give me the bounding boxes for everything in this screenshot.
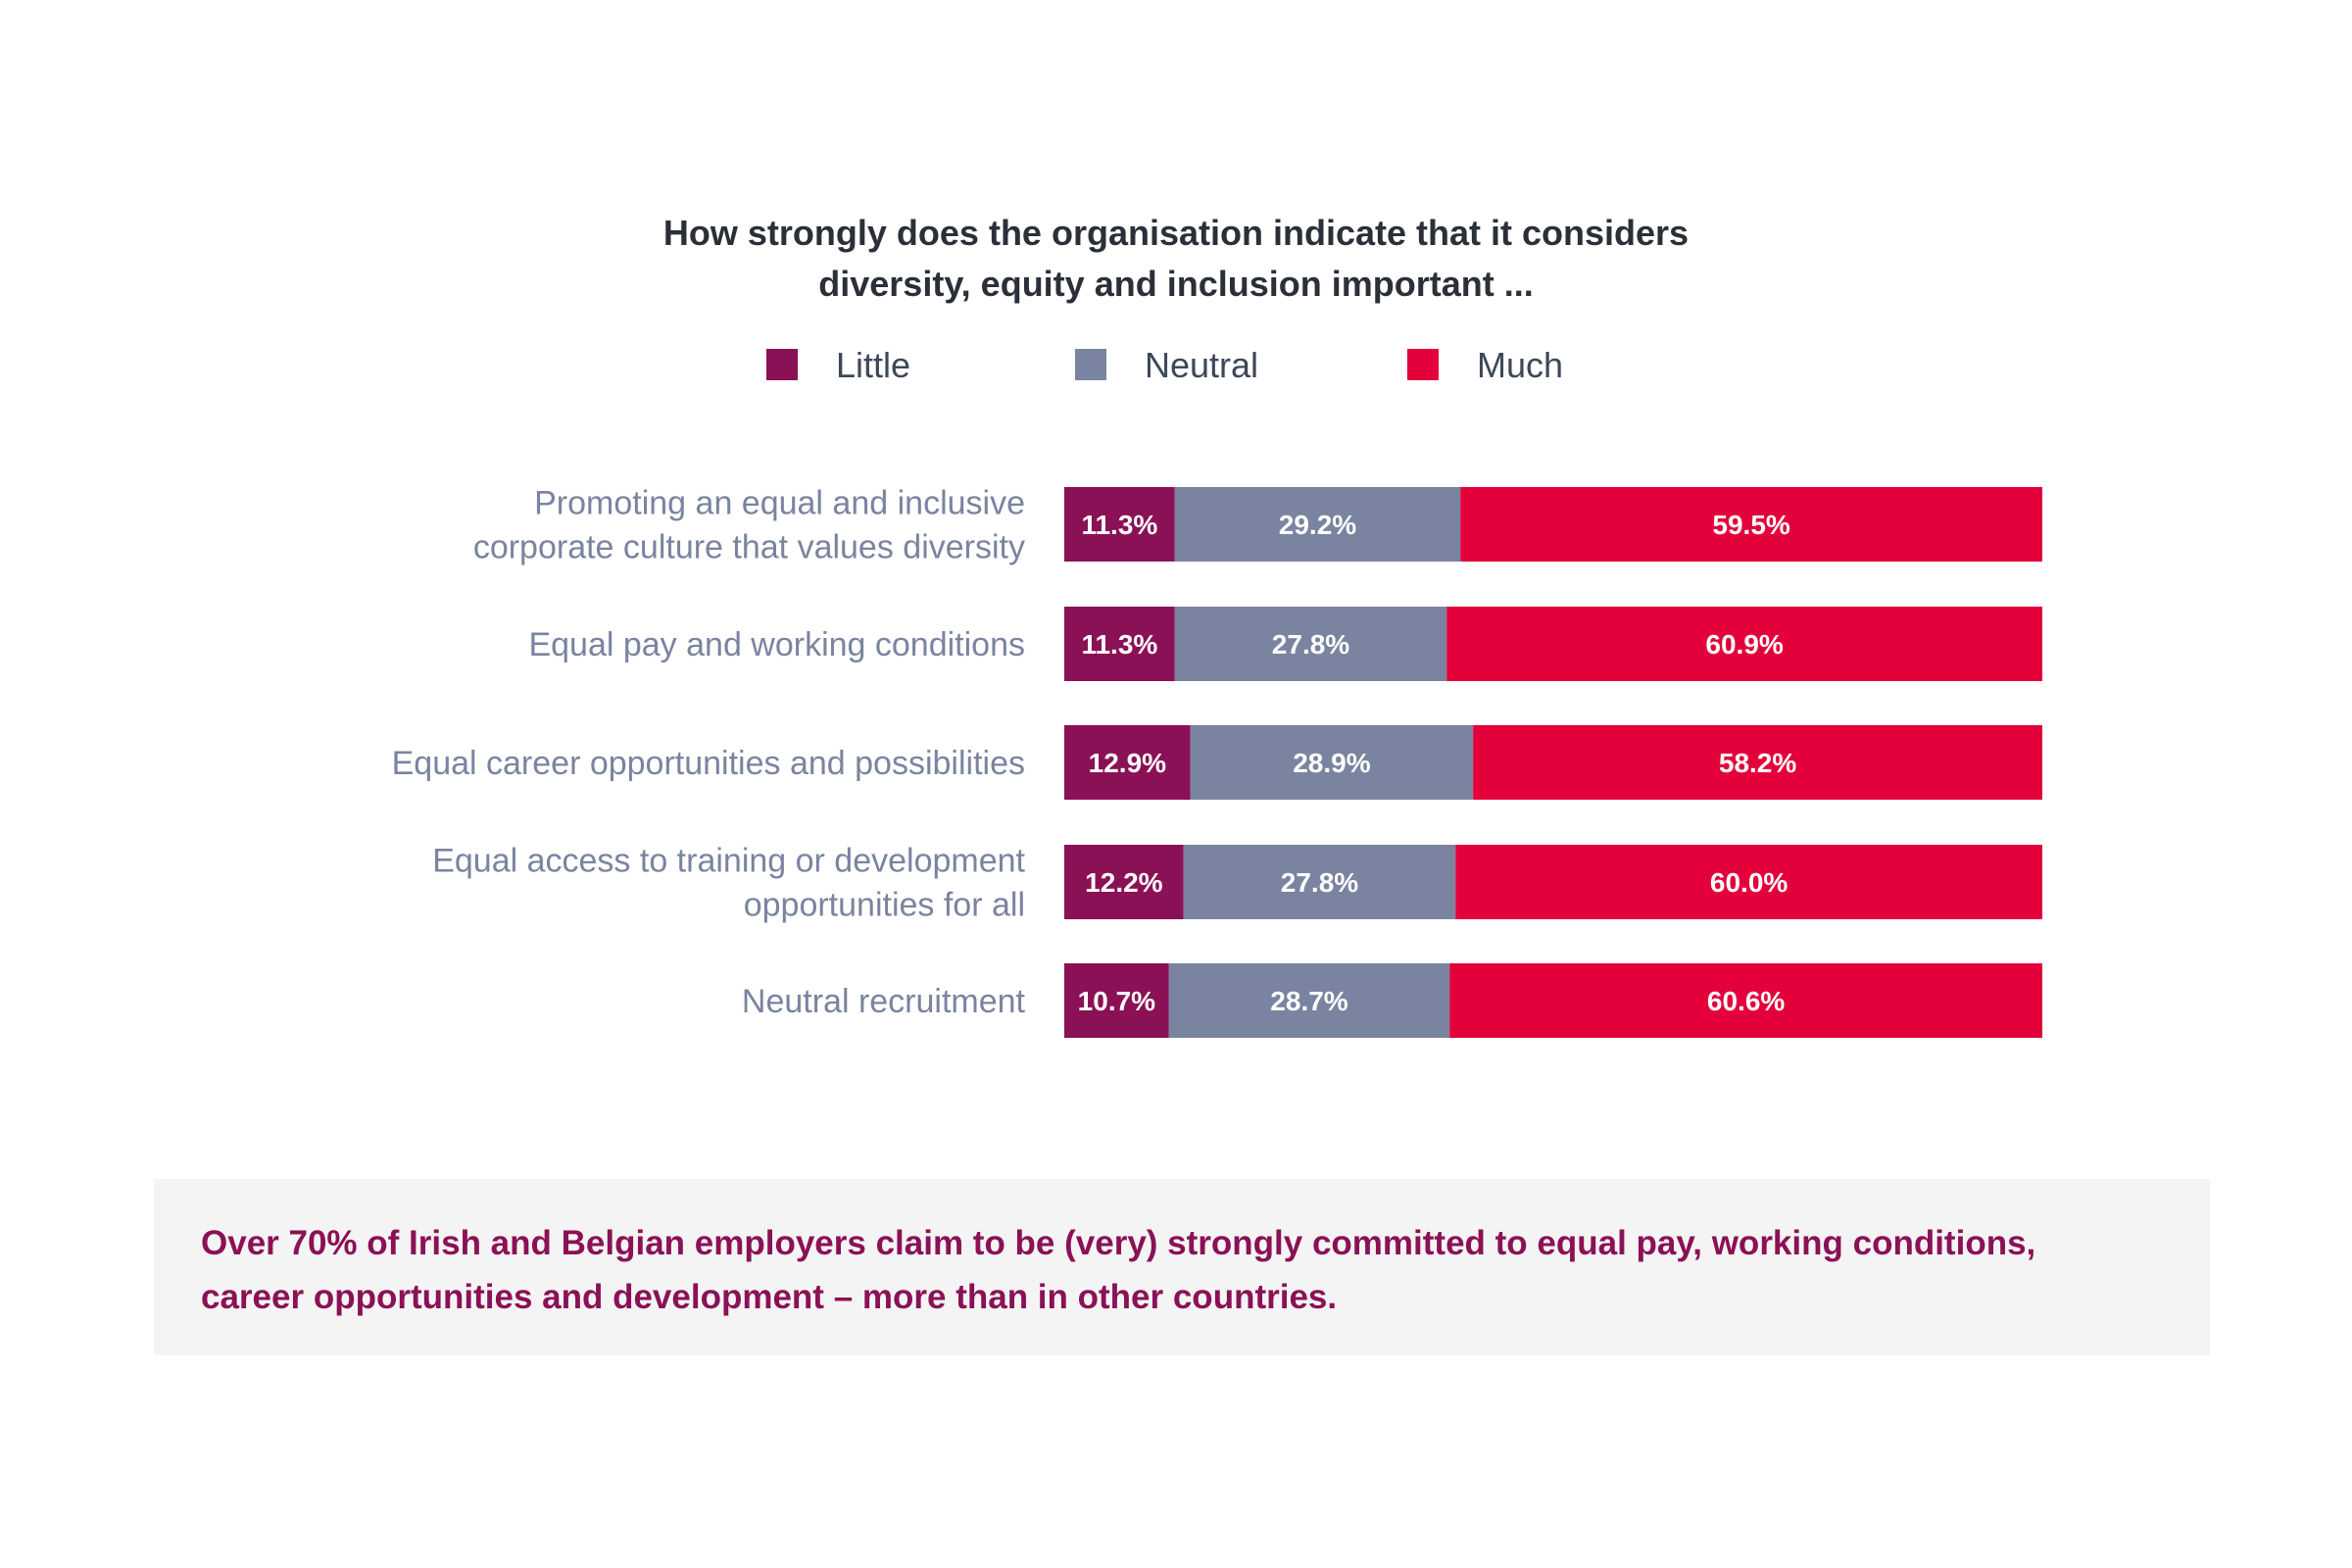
- bar-neutral-row-4: [1183, 845, 1456, 919]
- bar-label-neutral-row-4: 27.8%: [1281, 867, 1358, 898]
- bar-neutral-row-5: [1168, 963, 1450, 1038]
- bar-label-neutral-row-3: 28.9%: [1293, 748, 1370, 778]
- bar-label-much-row-4: 60.0%: [1710, 867, 1788, 898]
- category-label-5: Neutral recruitment: [742, 983, 1026, 1020]
- bar-label-little-row-4: 12.2%: [1085, 867, 1162, 898]
- category-label-3: Equal career opportunities and possibili…: [392, 745, 1025, 782]
- bar-label-neutral-row-1: 29.2%: [1279, 510, 1356, 540]
- bar-label-much-row-5: 60.6%: [1707, 986, 1785, 1016]
- category-labels: Promoting an equal and inclusive corporat…: [392, 485, 1026, 1021]
- bar-much-row-4: [1455, 845, 2042, 919]
- bar-much-row-5: [1449, 963, 2042, 1038]
- stacked-bar-chart: Little Neutral Much Promoting an equal and…: [392, 345, 2042, 1038]
- legend-swatch-little: [766, 349, 798, 380]
- bar-label-little-row-3: 12.9%: [1089, 748, 1166, 778]
- legend-label-neutral: Neutral: [1145, 345, 1258, 385]
- bar-little-row-3: [1064, 725, 1191, 800]
- bars: 11.3% 29.2% 59.5% 11.3% 27.8% 60.9% 12.9% 28.9%…: [1064, 487, 2042, 1038]
- category-label-4-line-1: Equal access to training or development: [432, 843, 1025, 880]
- category-label-4-line-2: opportunities for all: [744, 887, 1025, 924]
- insight-text-line-2: career opportunities and development – m…: [201, 1278, 1338, 1316]
- chart-title-line-2: diversity, equity and inclusion importan…: [818, 264, 1534, 304]
- chart-legend: Little Neutral Much: [766, 345, 1563, 385]
- chart-title: How strongly does the organisation indic…: [0, 208, 2352, 310]
- bar-label-little-row-2: 11.3%: [1081, 629, 1157, 660]
- insight-box: Over 70% of Irish and Belgian employers …: [154, 1179, 2210, 1355]
- bar-label-neutral-row-2: 27.8%: [1272, 629, 1349, 660]
- bar-little-row-1: [1064, 487, 1175, 562]
- chart-title-line-1: How strongly does the organisation indic…: [662, 213, 1690, 253]
- insight-text: Over 70% of Irish and Belgian employers …: [201, 1216, 2163, 1324]
- bar-neutral-row-3: [1190, 725, 1474, 800]
- bar-little-row-2: [1064, 607, 1175, 681]
- bar-label-much-row-3: 58.2%: [1719, 748, 1796, 778]
- insight-text-line-1: Over 70% of Irish and Belgian employers …: [201, 1224, 2036, 1262]
- bar-label-little-row-5: 10.7%: [1078, 986, 1155, 1016]
- bar-label-much-row-2: 60.9%: [1705, 629, 1783, 660]
- legend-swatch-much: [1407, 349, 1439, 380]
- category-label-1-line-2: corporate culture that values diversity: [473, 529, 1025, 566]
- category-label-2: Equal pay and working conditions: [528, 626, 1025, 663]
- bar-label-little-row-1: 11.3%: [1081, 510, 1157, 540]
- bar-label-neutral-row-5: 28.7%: [1270, 986, 1348, 1016]
- legend-label-little: Little: [836, 345, 910, 385]
- bar-much-row-1: [1460, 487, 2042, 562]
- legend-swatch-neutral: [1075, 349, 1106, 380]
- legend-label-much: Much: [1477, 345, 1563, 385]
- bar-little-row-4: [1064, 845, 1184, 919]
- bar-much-row-2: [1446, 607, 2042, 681]
- category-label-1-line-1: Promoting an equal and inclusive: [534, 485, 1025, 522]
- bar-much-row-3: [1473, 725, 2042, 800]
- bar-little-row-5: [1064, 963, 1169, 1038]
- bar-neutral-row-2: [1174, 607, 1447, 681]
- bar-neutral-row-1: [1174, 487, 1461, 562]
- bar-label-much-row-1: 59.5%: [1712, 510, 1789, 540]
